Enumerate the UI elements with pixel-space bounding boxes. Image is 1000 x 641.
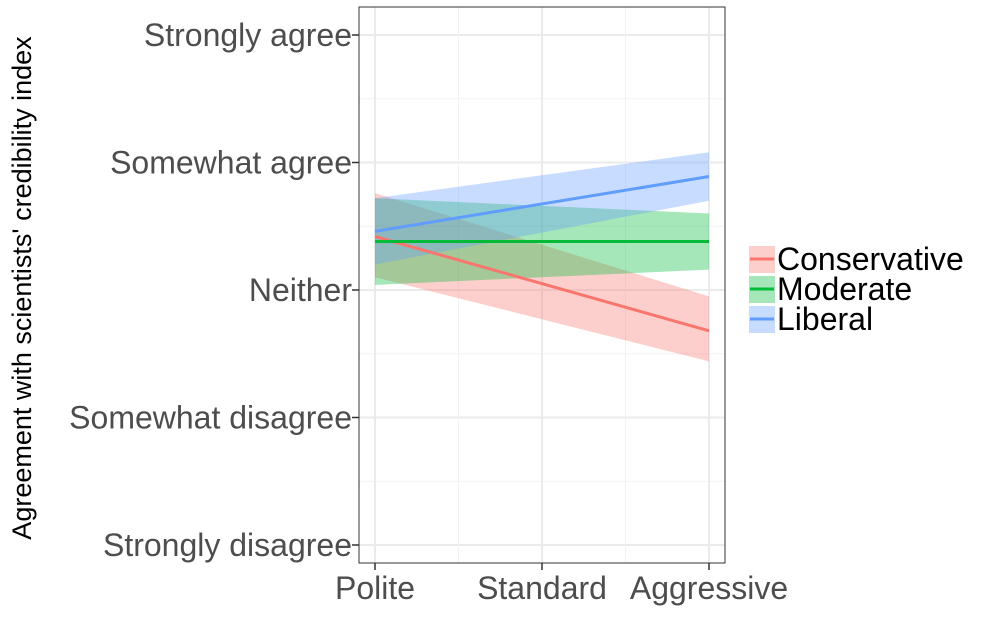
legend-key-moderate [749, 276, 775, 303]
x-tick-label: Polite [335, 570, 415, 606]
y-tick-label: Strongly agree [144, 17, 352, 53]
line-liberal [374, 175, 710, 233]
y-axis-title: Agreement with scientists' credibility i… [7, 36, 37, 540]
y-tick-label: Somewhat disagree [69, 400, 352, 436]
band-liberal [375, 152, 709, 265]
line-conservative [374, 235, 710, 333]
legend-key-conservative [749, 246, 775, 273]
legend-label: Moderate [777, 271, 912, 307]
x-axis-ticks: Polite Standard Aggressive [335, 563, 788, 606]
legend-key-liberal [749, 306, 775, 333]
x-tick-label: Aggressive [630, 570, 788, 606]
x-tick-label: Standard [477, 570, 607, 606]
y-tick-label: Neither [249, 272, 353, 308]
y-axis-ticks: Strongly disagree Somewhat disagree Neithe… [69, 17, 359, 563]
series-lines [374, 175, 710, 333]
band-conservative [375, 193, 709, 362]
y-tick-label: Strongly disagree [103, 527, 352, 563]
legend-label: Liberal [777, 301, 873, 337]
y-tick-label: Somewhat agree [110, 145, 352, 181]
confidence-bands [375, 152, 709, 362]
legend-label: Conservative [777, 241, 964, 277]
